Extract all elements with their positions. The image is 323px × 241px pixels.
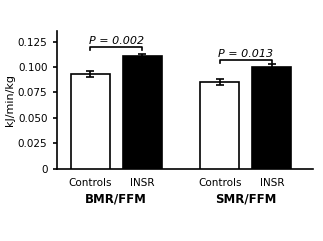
Text: INSR: INSR — [260, 178, 284, 188]
Text: Controls: Controls — [198, 178, 242, 188]
Bar — [71, 74, 110, 169]
Text: INSR: INSR — [130, 178, 154, 188]
Text: P = 0.013: P = 0.013 — [218, 49, 274, 59]
Bar — [252, 67, 291, 169]
Text: BMR/FFM: BMR/FFM — [85, 193, 147, 206]
Y-axis label: kJ/min/kg: kJ/min/kg — [5, 74, 15, 126]
Bar — [201, 82, 239, 169]
Text: SMR/FFM: SMR/FFM — [215, 193, 276, 206]
Text: P = 0.002: P = 0.002 — [89, 36, 144, 46]
Text: Controls: Controls — [68, 178, 112, 188]
Bar — [123, 56, 162, 169]
